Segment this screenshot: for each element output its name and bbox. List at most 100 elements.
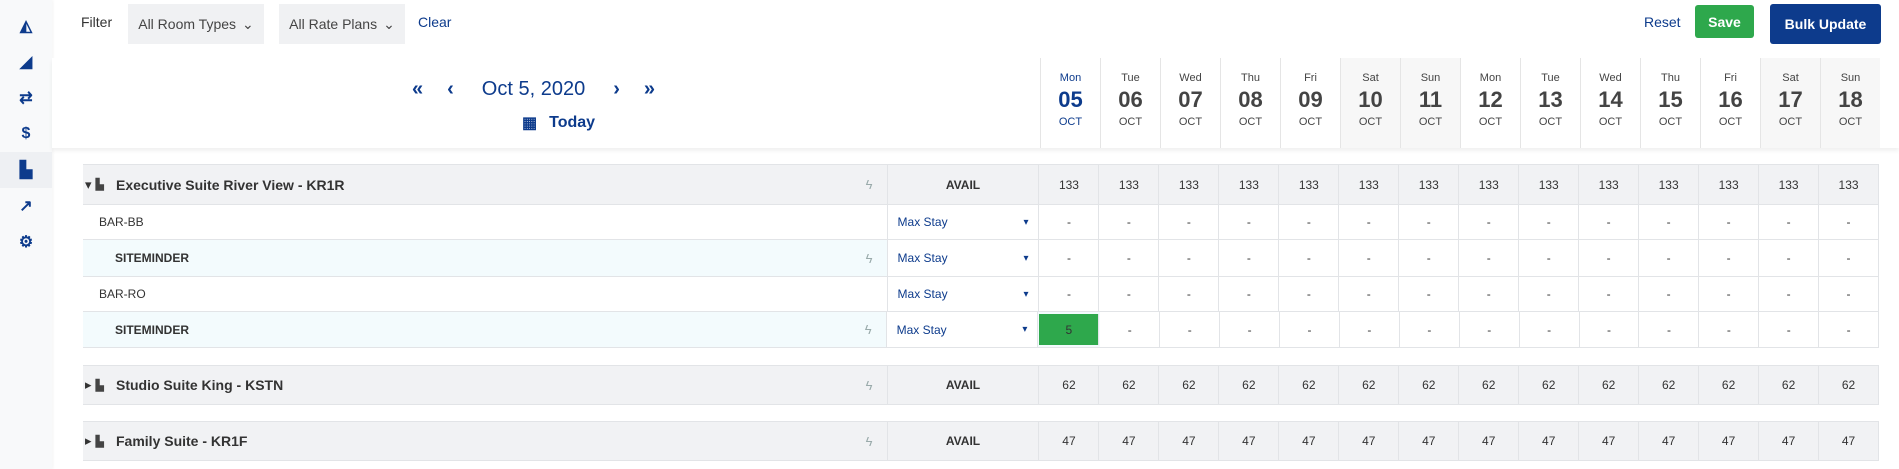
trend-icon[interactable]: ↗: [19, 198, 33, 215]
value-cell[interactable]: -: [1219, 205, 1280, 239]
value-cell[interactable]: 47: [1399, 422, 1460, 460]
caret-right-icon[interactable]: ▸: [85, 377, 92, 392]
value-cell[interactable]: -: [1759, 240, 1820, 276]
value-cell[interactable]: 47: [1819, 422, 1880, 460]
clear-link[interactable]: Clear: [418, 14, 452, 30]
bolt-icon[interactable]: ϟ: [865, 177, 873, 192]
today-button[interactable]: ▦ Today: [522, 113, 595, 133]
value-cell[interactable]: -: [1639, 205, 1700, 239]
bolt-icon[interactable]: ϟ: [865, 250, 873, 266]
value-cell[interactable]: -: [1280, 312, 1340, 347]
reset-link[interactable]: Reset: [1644, 14, 1681, 30]
value-cell[interactable]: 133: [1219, 165, 1280, 204]
prev-icon[interactable]: ‹: [447, 78, 454, 100]
value-cell[interactable]: 62: [1639, 366, 1700, 404]
value-cell[interactable]: -: [1699, 312, 1760, 347]
bolt-icon[interactable]: ϟ: [864, 322, 872, 337]
day-header[interactable]: Fri 16 OCT: [1700, 58, 1760, 148]
value-cell[interactable]: 47: [1039, 422, 1100, 460]
value-cell[interactable]: -: [1219, 277, 1280, 311]
value-cell[interactable]: 62: [1759, 366, 1820, 404]
last-page-icon[interactable]: »: [643, 78, 655, 100]
value-cell[interactable]: -: [1399, 277, 1460, 311]
value-cell[interactable]: -: [1039, 240, 1100, 276]
next-icon[interactable]: ›: [613, 78, 620, 100]
value-cell[interactable]: -: [1099, 240, 1160, 276]
value-cell[interactable]: -: [1160, 312, 1221, 347]
area-chart-icon[interactable]: ◭: [19, 18, 33, 35]
day-header[interactable]: Mon 12 OCT: [1460, 58, 1520, 148]
value-cell[interactable]: -: [1699, 277, 1760, 311]
value-cell[interactable]: -: [1159, 277, 1220, 311]
day-header[interactable]: Sun 18 OCT: [1820, 58, 1880, 148]
value-cell[interactable]: -: [1639, 277, 1700, 311]
value-cell[interactable]: -: [1039, 205, 1100, 239]
dollar-icon[interactable]: $: [21, 125, 31, 142]
value-cell[interactable]: -: [1759, 312, 1820, 347]
value-cell[interactable]: 5: [1039, 314, 1100, 345]
value-cell[interactable]: -: [1279, 240, 1340, 276]
value-cell[interactable]: 62: [1579, 366, 1640, 404]
value-cell[interactable]: -: [1759, 277, 1820, 311]
value-cell[interactable]: -: [1519, 240, 1580, 276]
day-header[interactable]: Wed 07 OCT: [1160, 58, 1220, 148]
value-cell[interactable]: -: [1219, 240, 1280, 276]
day-header[interactable]: Tue 06 OCT: [1100, 58, 1160, 148]
value-cell[interactable]: -: [1099, 205, 1160, 239]
room-types-dropdown[interactable]: All Room Types ⌄: [128, 4, 264, 44]
room-name[interactable]: Studio Suite King - KSTN: [116, 377, 284, 393]
bolt-icon[interactable]: ϟ: [865, 377, 873, 393]
value-cell[interactable]: 47: [1759, 422, 1820, 460]
value-cell[interactable]: 62: [1159, 366, 1220, 404]
value-cell[interactable]: 62: [1399, 366, 1460, 404]
value-cell[interactable]: 133: [1519, 165, 1580, 204]
restriction-select[interactable]: Max Stay ▾: [887, 277, 1040, 311]
value-cell[interactable]: -: [1279, 205, 1340, 239]
day-header[interactable]: Wed 14 OCT: [1580, 58, 1640, 148]
value-cell[interactable]: 62: [1699, 366, 1760, 404]
value-cell[interactable]: -: [1579, 205, 1640, 239]
value-cell[interactable]: -: [1399, 312, 1460, 347]
value-cell[interactable]: 47: [1279, 422, 1340, 460]
value-cell[interactable]: 47: [1519, 422, 1580, 460]
bolt-icon[interactable]: ϟ: [865, 433, 873, 449]
value-cell[interactable]: -: [1579, 277, 1640, 311]
day-header[interactable]: Fri 09 OCT: [1280, 58, 1340, 148]
value-cell[interactable]: -: [1579, 240, 1640, 276]
value-cell[interactable]: 133: [1039, 165, 1100, 204]
day-header[interactable]: Sat 10 OCT: [1340, 58, 1400, 148]
value-cell[interactable]: -: [1279, 277, 1340, 311]
value-cell[interactable]: 62: [1039, 366, 1100, 404]
value-cell[interactable]: -: [1819, 205, 1880, 239]
value-cell[interactable]: -: [1519, 312, 1580, 347]
day-header[interactable]: Thu 08 OCT: [1220, 58, 1280, 148]
value-cell[interactable]: -: [1819, 240, 1880, 276]
value-cell[interactable]: -: [1639, 312, 1700, 347]
value-cell[interactable]: 133: [1279, 165, 1340, 204]
value-cell[interactable]: 62: [1219, 366, 1280, 404]
value-cell[interactable]: 47: [1579, 422, 1640, 460]
value-cell[interactable]: 133: [1159, 165, 1220, 204]
value-cell[interactable]: -: [1459, 240, 1520, 276]
value-cell[interactable]: 47: [1339, 422, 1400, 460]
value-cell[interactable]: 133: [1459, 165, 1520, 204]
first-page-icon[interactable]: «: [412, 78, 424, 100]
value-cell[interactable]: 62: [1459, 366, 1520, 404]
restriction-select[interactable]: Max Stay ▾: [887, 240, 1040, 276]
value-cell[interactable]: 47: [1699, 422, 1760, 460]
value-cell[interactable]: -: [1819, 312, 1880, 347]
value-cell[interactable]: 62: [1099, 366, 1160, 404]
value-cell[interactable]: -: [1159, 205, 1220, 239]
value-cell[interactable]: -: [1819, 277, 1880, 311]
value-cell[interactable]: 133: [1579, 165, 1640, 204]
room-name[interactable]: Executive Suite River View - KR1R: [116, 176, 345, 193]
value-cell[interactable]: 133: [1099, 165, 1160, 204]
value-cell[interactable]: 133: [1339, 165, 1400, 204]
day-header[interactable]: Sun 11 OCT: [1400, 58, 1460, 148]
save-button[interactable]: Save: [1695, 5, 1754, 38]
value-cell[interactable]: -: [1459, 312, 1520, 347]
value-cell[interactable]: -: [1039, 277, 1100, 311]
value-cell[interactable]: 62: [1519, 366, 1580, 404]
value-cell[interactable]: -: [1339, 312, 1400, 347]
value-cell[interactable]: 47: [1159, 422, 1220, 460]
